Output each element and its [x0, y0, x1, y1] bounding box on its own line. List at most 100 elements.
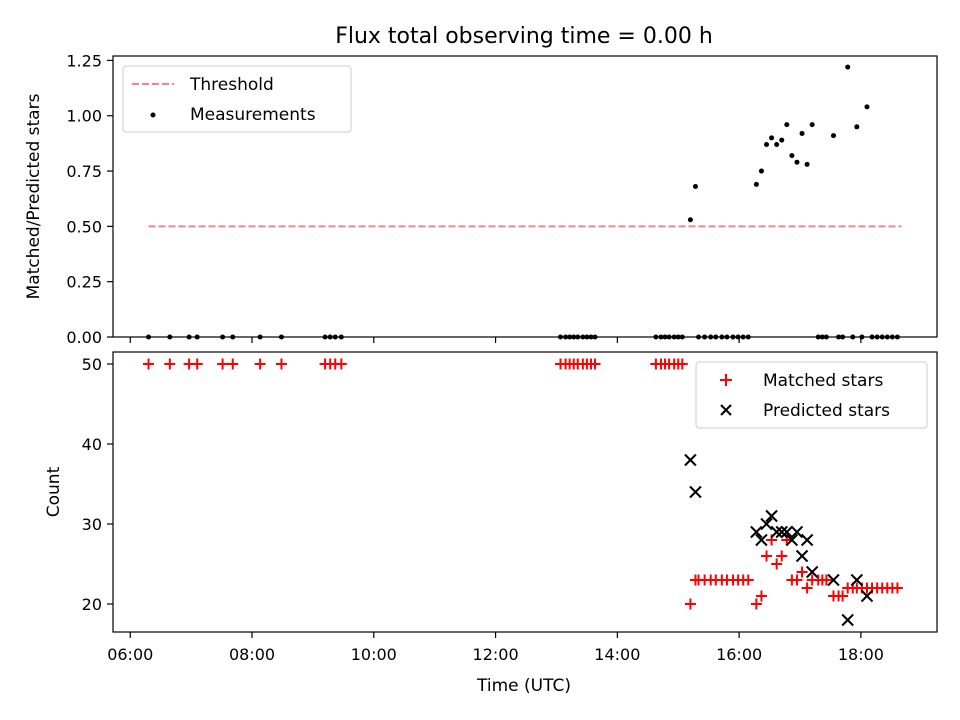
predicted-star-point — [770, 525, 783, 539]
measurement-point — [779, 137, 785, 143]
measurement-point — [735, 334, 741, 340]
bottom-y-tick-label: 30 — [82, 515, 102, 534]
measurement-point — [230, 334, 236, 340]
matched-star-point — [335, 358, 347, 370]
measurement-point — [809, 122, 815, 128]
measurement-point — [584, 334, 590, 340]
top-y-tick-label: 1.25 — [66, 51, 102, 70]
measurement-point — [764, 142, 770, 148]
x-tick-label: 06:00 — [107, 645, 153, 664]
measurement-point — [558, 334, 564, 340]
top-y-axis-label: Matched/Predicted stars — [24, 93, 44, 299]
predicted-star-point — [780, 525, 794, 539]
measurement-point — [864, 104, 870, 110]
matched-star-point — [684, 598, 696, 610]
measurement-point — [322, 334, 328, 340]
bottom-legend-box — [695, 361, 928, 429]
measurement-point — [278, 334, 284, 340]
measurement-point — [662, 334, 668, 340]
predicted-star-point — [785, 533, 799, 547]
measurement-point — [567, 334, 573, 340]
measurement-point — [679, 334, 685, 340]
matched-star-point — [164, 358, 176, 370]
measurement-point — [563, 334, 569, 340]
matched-star-point — [801, 582, 813, 594]
top-y-tick-label: 1.00 — [66, 107, 102, 126]
measurement-point — [745, 334, 751, 340]
top-y-tick-label: 0.00 — [66, 328, 102, 347]
measurement-point — [666, 334, 672, 340]
legend-predicted-label: Predicted stars — [763, 401, 890, 421]
bottom-y-tick-label: 50 — [82, 355, 102, 374]
top-y-tick-label: 0.25 — [66, 273, 102, 292]
measurement-point — [713, 334, 719, 340]
measurement-point — [799, 130, 805, 136]
x-axis-label: Time (UTC) — [476, 676, 571, 696]
top-y-tick-label: 0.50 — [66, 217, 102, 236]
x-tick-label: 12:00 — [473, 645, 519, 664]
predicted-star-point — [689, 485, 702, 499]
matched-star-point — [791, 574, 803, 586]
measurement-point — [854, 124, 860, 130]
matched-star-point — [837, 590, 849, 602]
measurement-point — [675, 334, 681, 340]
bottom-x-ticks: 06:00 08:00 10:00 12:00 14:00 16:00 18:00 — [107, 632, 884, 664]
measurement-point — [653, 334, 659, 340]
predicted-star-point — [795, 549, 809, 563]
matched-star-point — [891, 582, 903, 594]
x-tick-label: 08:00 — [229, 645, 275, 664]
measurement-point — [774, 142, 780, 148]
top-y-tick-label: 0.75 — [66, 162, 102, 181]
bottom-plot-frame — [112, 351, 938, 633]
top-y-ticks: 0.00 0.25 0.50 0.75 1.00 1.25 — [66, 51, 113, 347]
bottom-y-tick-label: 40 — [82, 435, 102, 454]
predicted-star-point — [827, 573, 840, 587]
matched-star-point — [755, 590, 767, 602]
measurement-point — [580, 334, 586, 340]
matched-star-point — [143, 358, 155, 370]
measurement-point — [671, 334, 677, 340]
measurement-point — [592, 334, 598, 340]
measurement-point — [869, 334, 875, 340]
measurement-point — [889, 334, 895, 340]
matched-star-point — [742, 574, 754, 586]
matched-star-point — [191, 358, 203, 370]
top-legend-box — [122, 65, 352, 133]
top-series — [146, 64, 902, 340]
measurement-point — [884, 334, 890, 340]
bottom-legend: Matched stars Predicted stars — [695, 361, 928, 429]
measurement-point — [167, 334, 173, 340]
matched-star-point — [820, 574, 832, 586]
measurement-point — [804, 161, 810, 167]
predicted-star-point — [800, 533, 814, 547]
measurement-point — [687, 217, 693, 223]
predicted-star-point — [790, 525, 804, 539]
top-plot: 0.00 0.25 0.50 0.75 1.00 1.25 Matched/Predict… — [24, 51, 938, 347]
measurement-point — [840, 334, 846, 340]
bottom-y-ticks: 20 30 40 50 — [82, 355, 113, 614]
measurement-point — [845, 64, 851, 70]
matched-star-point — [796, 566, 808, 578]
measurement-point — [794, 159, 800, 165]
measurement-point — [894, 334, 900, 340]
measurement-point — [879, 334, 885, 340]
x-tick-label: 16:00 — [716, 645, 762, 664]
top-plot-frame — [112, 55, 938, 338]
legend-predicted-marker — [720, 404, 732, 416]
measurement-point — [338, 334, 344, 340]
x-tick-label: 10:00 — [351, 645, 397, 664]
x-tick-label: 18:00 — [838, 645, 884, 664]
measurement-point — [186, 334, 192, 340]
measurement-point — [850, 334, 856, 340]
measurement-point — [730, 334, 736, 340]
measurement-point — [724, 334, 730, 340]
measurement-point — [708, 334, 714, 340]
matched-star-point — [750, 598, 762, 610]
matched-star-point — [676, 358, 688, 370]
legend-threshold-label: Threshold — [189, 75, 274, 95]
matched-star-point — [589, 358, 601, 370]
top-x-ticks — [129, 337, 862, 343]
measurement-point — [819, 334, 825, 340]
measurement-point — [692, 184, 698, 190]
legend-measurements-marker — [150, 112, 156, 118]
